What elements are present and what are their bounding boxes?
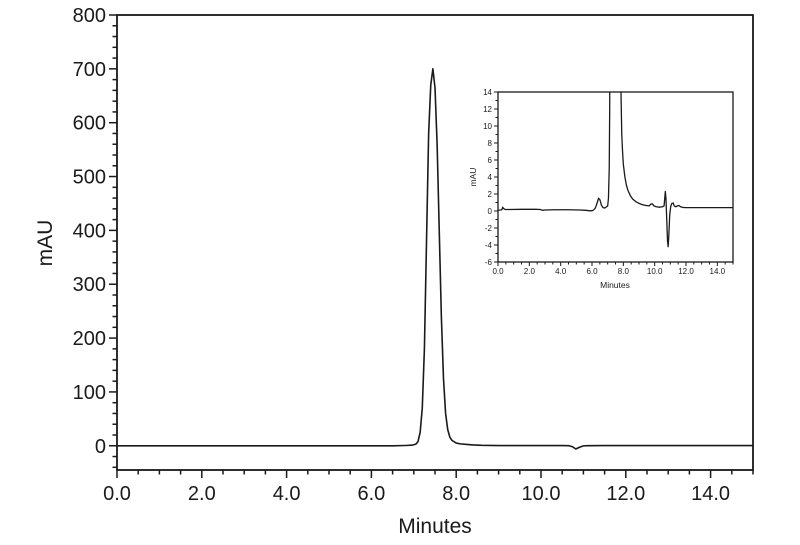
inset-y-tick-label: -4 (485, 241, 493, 250)
inset-x-tick-label: 6.0 (586, 267, 598, 276)
main-y-tick-label: 300 (73, 274, 106, 296)
main-x-tick-label: 14.0 (691, 483, 730, 505)
inset-y-axis-title: mAU (468, 168, 478, 187)
main-y-tick-label: 400 (73, 220, 106, 242)
main-x-tick-labels: 0.0 2.0 4.0 6.0 8.0 10.0 12.0 14.0 (103, 483, 730, 505)
main-x-tick-label: 12.0 (606, 483, 645, 505)
inset-x-tick-label: 12.0 (678, 267, 694, 276)
inset-x-tick-label: 0.0 (492, 267, 504, 276)
main-y-tick-label: 800 (73, 5, 106, 27)
main-plot-frame (116, 14, 754, 471)
main-y-tick-label: 600 (73, 113, 106, 135)
main-x-tick-label: 6.0 (357, 483, 385, 505)
inset-y-tick-label: 0 (488, 207, 493, 216)
inset-y-tick-label: -2 (485, 224, 493, 233)
main-x-tick-label: 2.0 (188, 483, 216, 505)
main-x-tick-label: 4.0 (273, 483, 301, 505)
main-x-tick-label: 8.0 (442, 483, 470, 505)
inset-x-tick-label: 2.0 (524, 267, 536, 276)
main-plot: 0.0 2.0 4.0 6.0 8.0 10.0 12.0 14.00100200300400… (34, 5, 754, 538)
main-x-tick-label: 10.0 (522, 483, 561, 505)
inset-plot: 0.0 2.0 4.0 6.0 8.0 10.0 12.0 14.0 -6 -4 -2 0 2 4 6 8 10… (468, 88, 734, 290)
inset-plot-frame (497, 91, 734, 263)
main-x-tick-label: 0.0 (103, 483, 131, 505)
inset-x-tick-label: 8.0 (618, 267, 630, 276)
inset-y-tick-label: 10 (483, 122, 492, 131)
main-chromatogram-trace (117, 68, 753, 450)
inset-y-tick-label: 12 (483, 105, 492, 114)
main-y-axis-ticks (109, 14, 117, 469)
main-y-tick-label: 200 (73, 328, 106, 350)
inset-y-tick-label: 2 (488, 190, 493, 199)
inset-chromatogram-trace (498, 92, 733, 248)
main-y-tick-labels: 0 100 200 300 400 500 600 700 800 (73, 5, 106, 458)
inset-y-tick-label: 4 (488, 173, 493, 182)
main-y-tick-label: 0 (95, 436, 106, 458)
main-x-axis-ticks (116, 470, 754, 478)
main-y-tick-label: 700 (73, 59, 106, 81)
inset-x-tick-label: 10.0 (647, 267, 663, 276)
inset-y-tick-label: 14 (483, 88, 492, 97)
inset-y-tick-label: 8 (488, 139, 493, 148)
inset-x-tick-label: 14.0 (710, 267, 726, 276)
inset-y-tick-label: 6 (488, 156, 493, 165)
main-y-tick-label: 100 (73, 382, 106, 404)
inset-y-tick-label: -6 (485, 258, 493, 267)
inset-x-axis-title: Minutes (600, 280, 630, 290)
main-y-axis-title: mAU (34, 220, 57, 267)
main-x-axis-title: Minutes (398, 515, 472, 538)
inset-y-tick-labels: -6 -4 -2 0 2 4 6 8 10 12 14 (483, 88, 492, 267)
inset-x-tick-labels: 0.0 2.0 4.0 6.0 8.0 10.0 12.0 14.0 (492, 267, 725, 276)
main-y-tick-label: 500 (73, 167, 106, 189)
inset-x-tick-label: 4.0 (555, 267, 567, 276)
